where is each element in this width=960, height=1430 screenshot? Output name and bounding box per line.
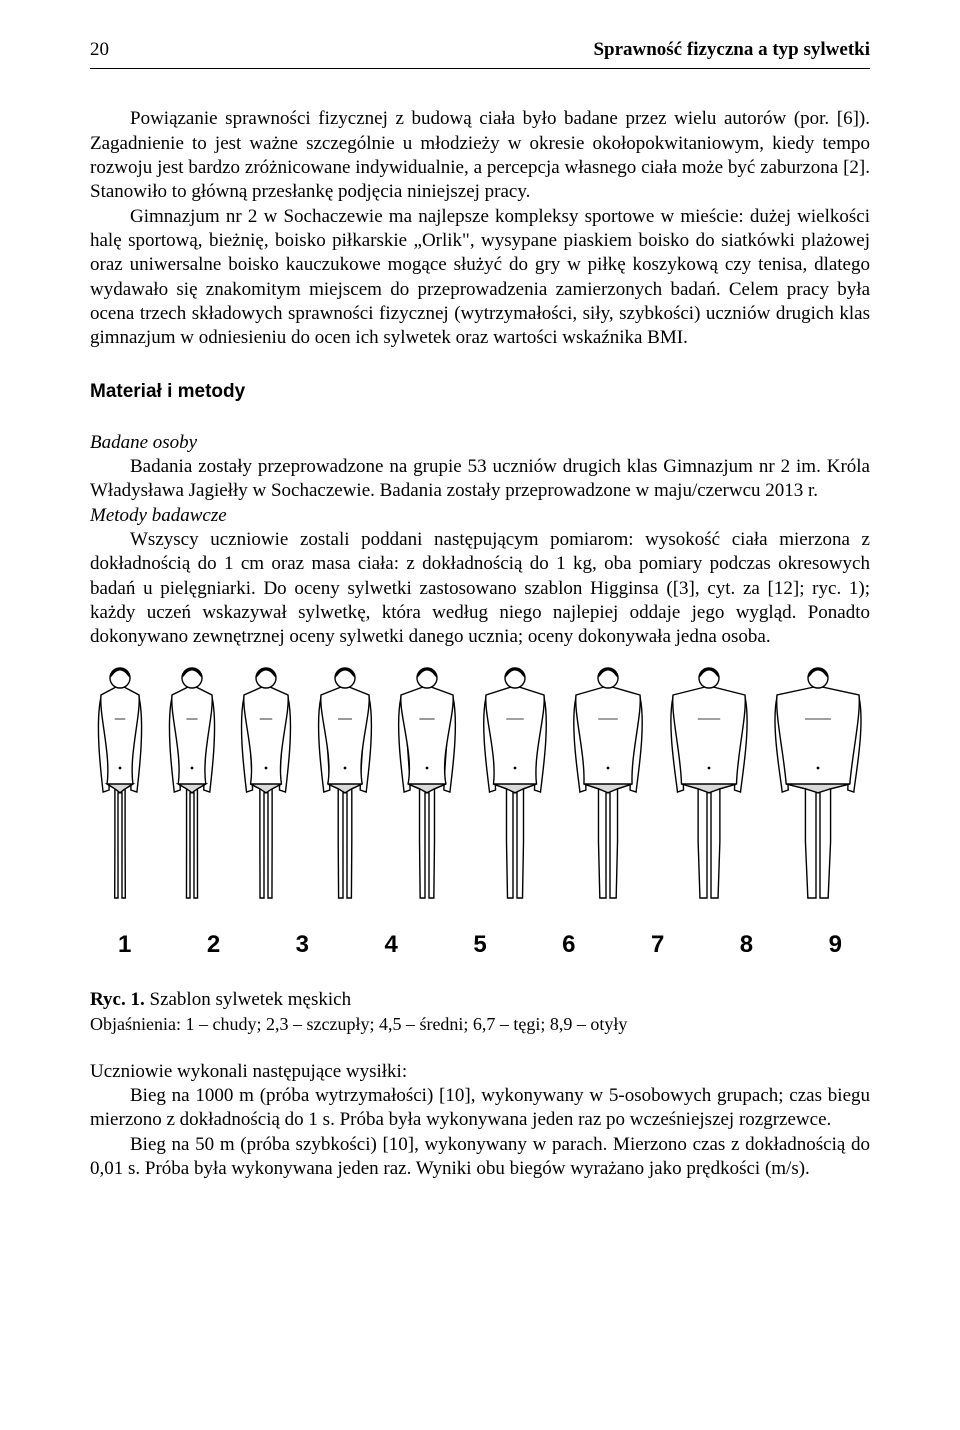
figure-number-row: 1 2 3 4 5 6 7 8 9 (90, 930, 870, 961)
silhouette-6 (479, 664, 551, 904)
figure-number: 4 (384, 930, 397, 961)
subsection-1-heading: Badane osoby (90, 431, 870, 455)
figure-caption-title: Szablon sylwetek męskich (145, 989, 351, 1010)
subsection-2-heading: Metody badawcze (90, 504, 870, 528)
running-title: Sprawność fizyczna a typ sylwetki (593, 38, 870, 62)
silhouette-icon (394, 664, 460, 904)
silhouette-icon (94, 664, 146, 904)
page: 20 Sprawność fizyczna a typ sylwetki Pow… (0, 0, 960, 1430)
after-fig-item-1: Bieg na 1000 m (próba wytrzymałości) [10… (90, 1084, 870, 1133)
silhouette-icon (479, 664, 551, 904)
subsection-2-text: Wszyscy uczniowie zostali poddani następ… (90, 528, 870, 650)
page-number: 20 (90, 38, 109, 62)
section-heading: Materiał i metody (90, 380, 870, 404)
silhouette-3 (237, 664, 295, 904)
figure-caption: Ryc. 1. Szablon sylwetek męskich (90, 988, 870, 1012)
subsection-1-text: Badania zostały przeprowadzone na grupie… (90, 455, 870, 504)
figure-caption-label: Ryc. 1. (90, 989, 145, 1010)
figure-number: 3 (296, 930, 309, 961)
page-header: 20 Sprawność fizyczna a typ sylwetki (90, 38, 870, 69)
figure-number: 2 (207, 930, 220, 961)
figure-caption-subtitle: Objaśnienia: 1 – chudy; 2,3 – szczupły; … (90, 1013, 870, 1036)
after-fig-item-2: Bieg na 50 m (próba szybkości) [10], wyk… (90, 1133, 870, 1182)
figure-silhouettes (90, 664, 870, 904)
silhouette-5 (394, 664, 460, 904)
silhouette-9 (770, 664, 866, 904)
figure-number: 8 (740, 930, 753, 961)
figure-number: 7 (651, 930, 664, 961)
after-fig-lead: Uczniowie wykonali następujące wysiłki: (90, 1060, 870, 1084)
silhouette-7 (569, 664, 647, 904)
figure-number: 1 (118, 930, 131, 961)
silhouette-icon (314, 664, 376, 904)
silhouette-icon (237, 664, 295, 904)
figure-number: 9 (829, 930, 842, 961)
silhouette-2 (165, 664, 219, 904)
silhouette-1 (94, 664, 146, 904)
silhouette-icon (165, 664, 219, 904)
silhouette-icon (666, 664, 752, 904)
figure-number: 5 (473, 930, 486, 961)
silhouette-8 (666, 664, 752, 904)
silhouette-4 (314, 664, 376, 904)
paragraph-2: Gimnazjum nr 2 w Sochaczewie ma najlepsz… (90, 205, 870, 351)
silhouette-icon (569, 664, 647, 904)
paragraph-1: Powiązanie sprawności fizycznej z budową… (90, 107, 870, 204)
figure-number: 6 (562, 930, 575, 961)
silhouette-icon (770, 664, 866, 904)
